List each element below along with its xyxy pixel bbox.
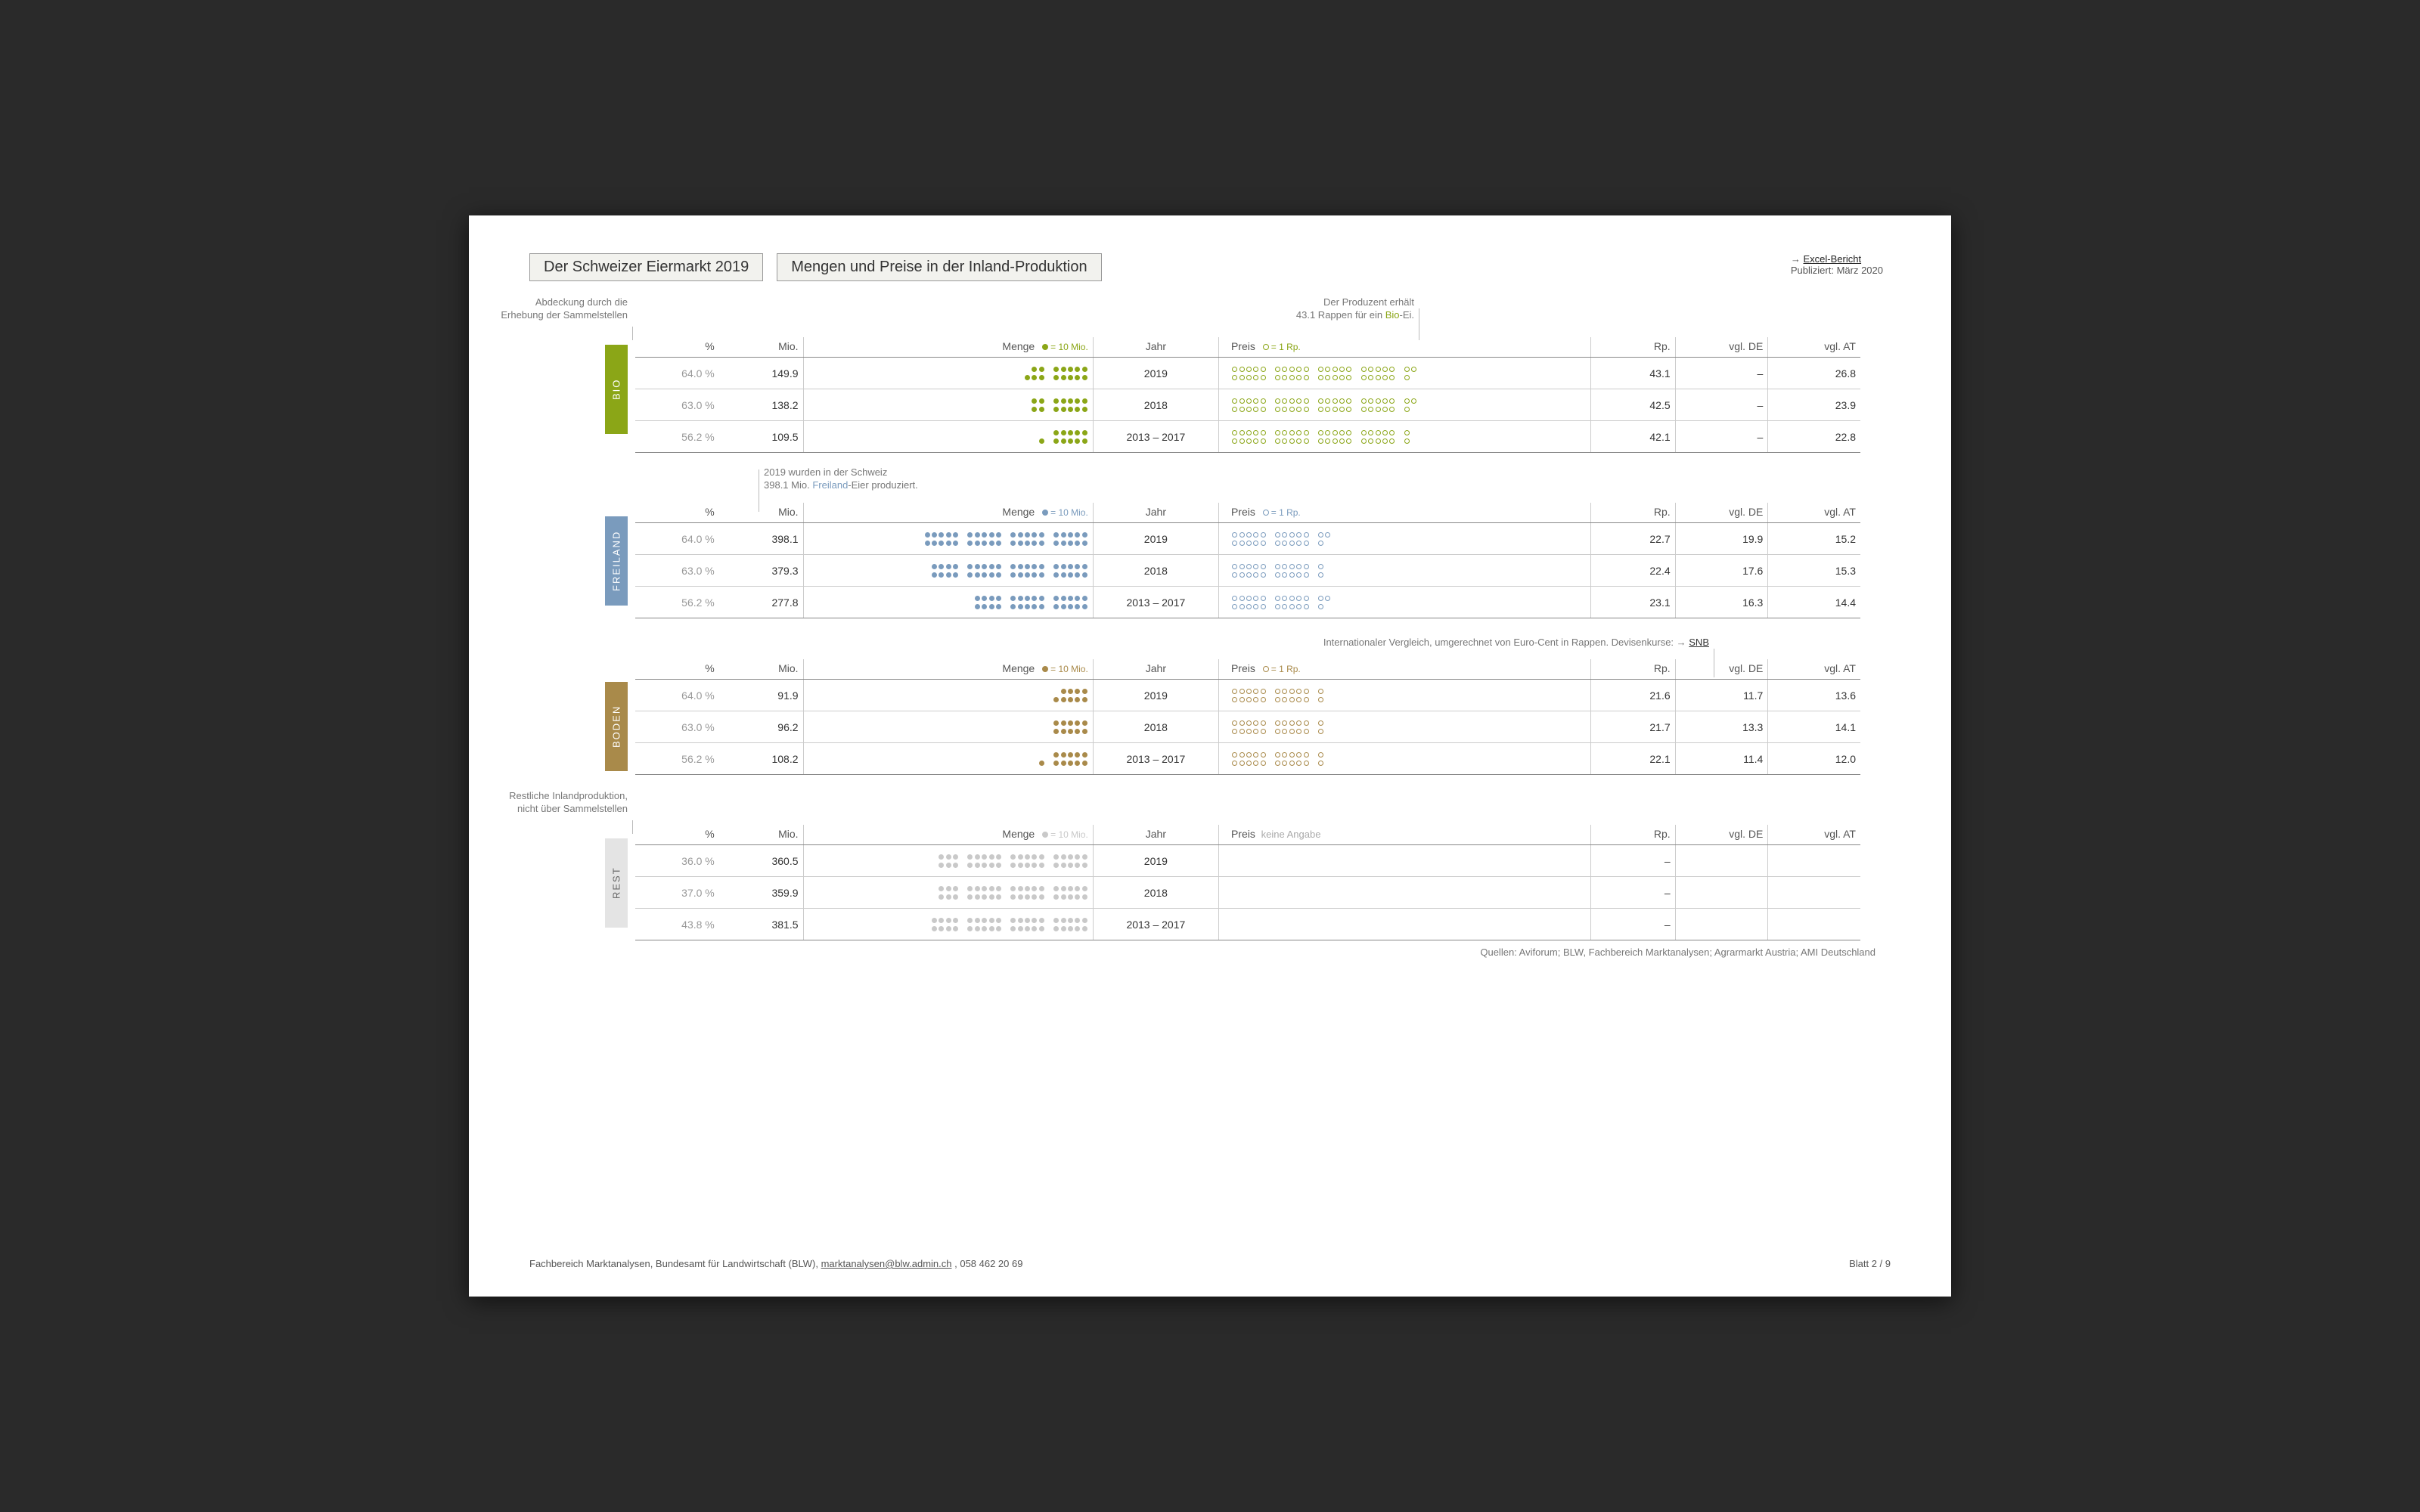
footer-org: Fachbereich Marktanalysen, Bundesamt für… — [529, 1258, 821, 1269]
title-primary: Der Schweizer Eiermarkt 2019 — [529, 253, 763, 281]
section-freiland: 2019 wurden in der Schweiz398.1 Mio. Fre… — [529, 472, 1891, 618]
section-boden: Internationaler Vergleich, umgerechnet v… — [529, 638, 1891, 775]
table-row: 63.0 % 96.2 2018 21.7 13.3 14.1 — [635, 711, 1860, 743]
excel-link[interactable]: Excel-Bericht — [1804, 253, 1862, 265]
table-row: 63.0 % 138.2 2018 42.5 – 23.9 — [635, 389, 1860, 421]
section-label-boden: BODEN — [605, 682, 628, 771]
report-page: Der Schweizer Eiermarkt 2019 Mengen und … — [469, 215, 1951, 1297]
table-row: 37.0 % 359.9 2018 – — [635, 877, 1860, 909]
table-rest: % Mio. Menge = 10 Mio. Jahr Preis keine … — [635, 825, 1860, 940]
annotation-rest: Restliche Inlandproduktion,nicht über Sa… — [431, 790, 628, 816]
annotation-intl: Internationaler Vergleich, umgerechnet v… — [1074, 637, 1709, 649]
table-row: 64.0 % 398.1 2019 22.7 19.9 15.2 — [635, 523, 1860, 555]
section-label-bio: BIO — [605, 345, 628, 434]
annotation-bio-price: Der Produzent erhält43.1 Rappen für ein … — [1187, 296, 1414, 322]
header: Der Schweizer Eiermarkt 2019 Mengen und … — [529, 253, 1891, 281]
table-row: 36.0 % 360.5 2019 – — [635, 845, 1860, 877]
section-label-freiland: FREILAND — [605, 516, 628, 606]
annotation-freiland-qty: 2019 wurden in der Schweiz398.1 Mio. Fre… — [764, 466, 1036, 492]
top-right-meta: Excel-Bericht Publiziert: März 2020 — [1791, 253, 1883, 276]
table-freiland: % Mio. Menge = 10 Mio. Jahr Preis = 1 Rp… — [635, 503, 1860, 618]
table-bio: % Mio. Menge = 10 Mio. Jahr Preis = 1 Rp… — [635, 337, 1860, 453]
sources-line: Quellen: Aviforum; BLW, Fachbereich Mark… — [529, 947, 1891, 958]
annotation-coverage: Abdeckung durch dieErhebung der Sammelst… — [439, 296, 628, 322]
table-row: 56.2 % 109.5 2013 – 2017 42.1 – 22.8 — [635, 421, 1860, 453]
section-bio: Abdeckung durch dieErhebung der Sammelst… — [529, 301, 1891, 453]
title-secondary: Mengen und Preise in der Inland-Produkti… — [777, 253, 1101, 281]
table-row: 43.8 % 381.5 2013 – 2017 – — [635, 909, 1860, 940]
footer-page: Blatt 2 / 9 — [1849, 1258, 1891, 1269]
table-boden: % Mio. Menge = 10 Mio. Jahr Preis = 1 Rp… — [635, 659, 1860, 775]
footer-phone: , 058 462 20 69 — [954, 1258, 1022, 1269]
section-label-rest: REST — [605, 838, 628, 928]
section-rest: Restliche Inlandproduktion,nicht über Sa… — [529, 795, 1891, 940]
table-row: 64.0 % 149.9 2019 43.1 – 26.8 — [635, 358, 1860, 389]
published-date: Publiziert: März 2020 — [1791, 265, 1883, 276]
footer-email[interactable]: marktanalysen@blw.admin.ch — [821, 1258, 952, 1269]
footer: Fachbereich Marktanalysen, Bundesamt für… — [529, 1258, 1891, 1269]
snb-link[interactable]: SNB — [1689, 637, 1709, 648]
table-row: 64.0 % 91.9 2019 21.6 11.7 13.6 — [635, 680, 1860, 711]
table-row: 56.2 % 108.2 2013 – 2017 22.1 11.4 12.0 — [635, 743, 1860, 775]
table-row: 56.2 % 277.8 2013 – 2017 23.1 16.3 14.4 — [635, 587, 1860, 618]
table-row: 63.0 % 379.3 2018 22.4 17.6 15.3 — [635, 555, 1860, 587]
